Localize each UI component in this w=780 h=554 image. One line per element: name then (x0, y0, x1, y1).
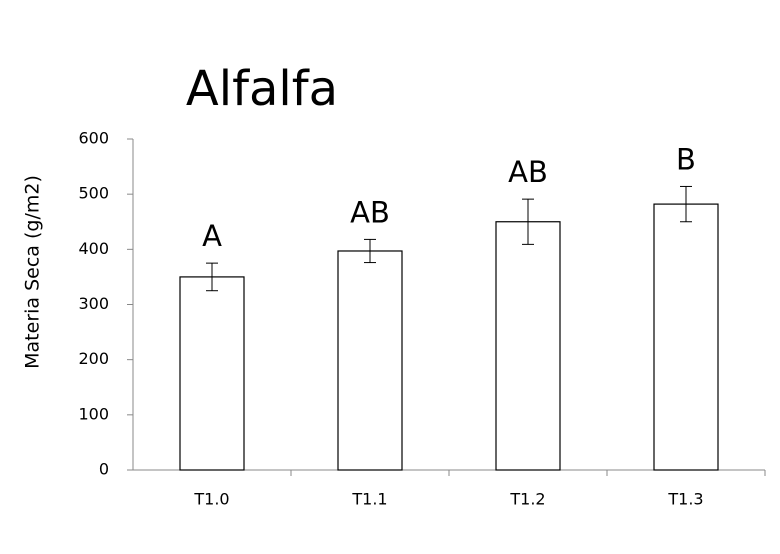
chart-title: Alfalfa (186, 61, 338, 117)
bar (337, 250, 403, 471)
x-tick-label: T1.2 (509, 490, 545, 509)
y-tick-label: 0 (99, 460, 109, 479)
significance-letter: AB (350, 195, 390, 229)
y-tick-label: 300 (78, 294, 109, 313)
y-tick-label: 400 (78, 239, 109, 258)
x-tick-label: T1.0 (193, 490, 229, 509)
y-tick-label: 500 (78, 184, 109, 203)
significance-letter: A (202, 219, 222, 253)
significance-letter: AB (508, 155, 548, 189)
y-tick-label: 100 (78, 404, 109, 423)
y-tick-label: 200 (78, 349, 109, 368)
y-tick-label: 600 (78, 129, 109, 148)
x-tick-label: T1.3 (667, 490, 703, 509)
bar (179, 276, 245, 471)
bar (495, 221, 561, 471)
y-axis-label: Materia Seca (g/m2) (22, 175, 44, 369)
bar (653, 203, 719, 471)
x-tick-label: T1.1 (351, 490, 387, 509)
significance-letter: B (676, 142, 696, 176)
